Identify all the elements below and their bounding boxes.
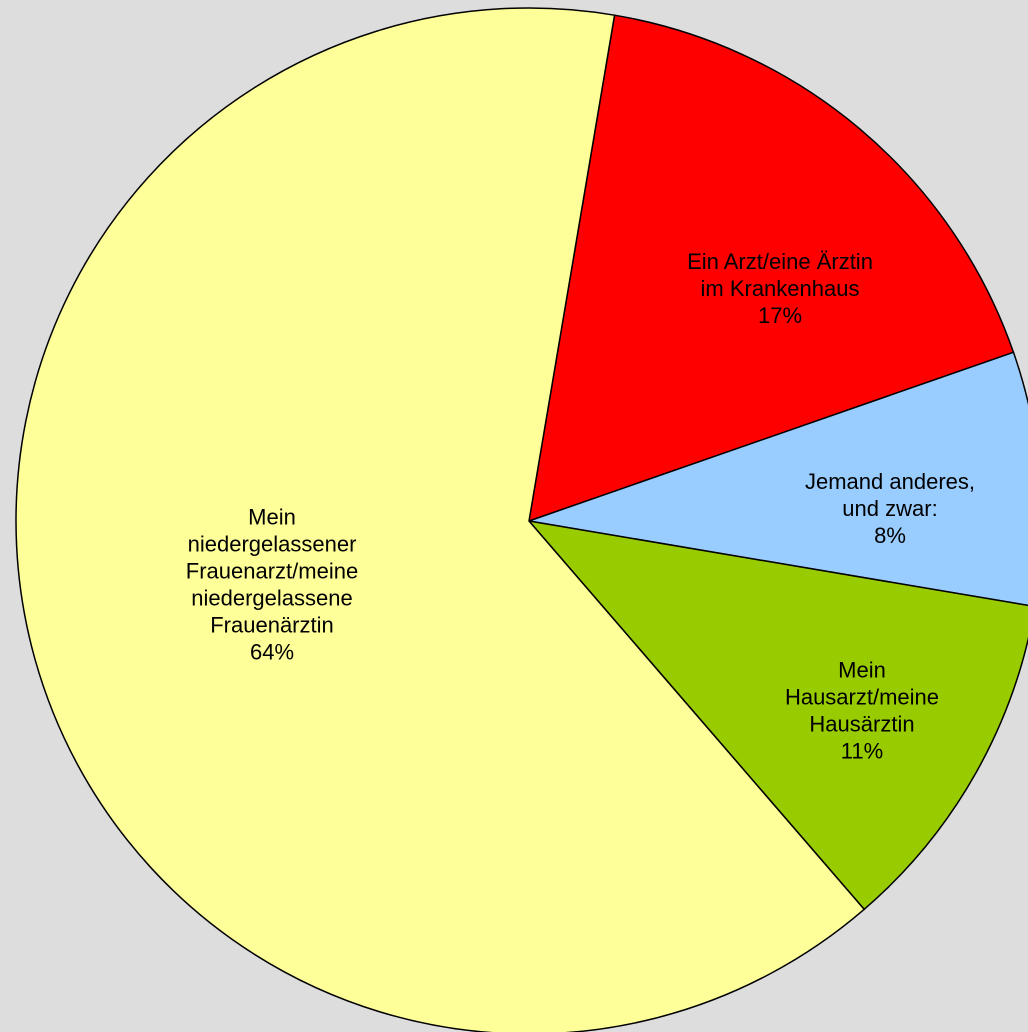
slice-label-line: und zwar: <box>842 496 937 521</box>
pie-slice <box>528 351 1028 607</box>
slice-label: Ein Arzt/eine Ärztin im Krankenhaus <box>687 249 873 301</box>
slice-label-line: Ein Arzt/eine Ärztin <box>687 249 873 274</box>
slice-label: Mein niedergelassener Frauenarzt/meine nied… <box>186 504 358 637</box>
slice-label-line: niedergelassener <box>188 531 357 556</box>
slice-label-line: Hausärztin <box>809 711 914 736</box>
slice-label-line: Mein <box>838 657 886 682</box>
slice-label-line: Frauenarzt/meine <box>186 558 358 583</box>
slice-label: Jemand anderes, und zwar: <box>805 469 975 521</box>
slice-value-label: 8% <box>874 523 906 548</box>
pie-slice <box>528 14 1015 523</box>
slice-value-label: 17% <box>758 303 802 328</box>
slice-label-line: niedergelassene <box>191 585 352 610</box>
slice-label-line: Hausarzt/meine <box>785 684 939 709</box>
slice-label-line: im Krankenhaus <box>701 276 860 301</box>
slice-label-line: Mein <box>248 504 296 529</box>
slice-label-line: Frauenärztin <box>210 612 334 637</box>
slice-value-label: 11% <box>841 738 883 763</box>
slice-label-line: Jemand anderes, <box>805 469 975 494</box>
slice-value-label: 64% <box>250 639 294 664</box>
slice-label: Mein Hausarzt/meine Hausärztin <box>785 657 939 736</box>
